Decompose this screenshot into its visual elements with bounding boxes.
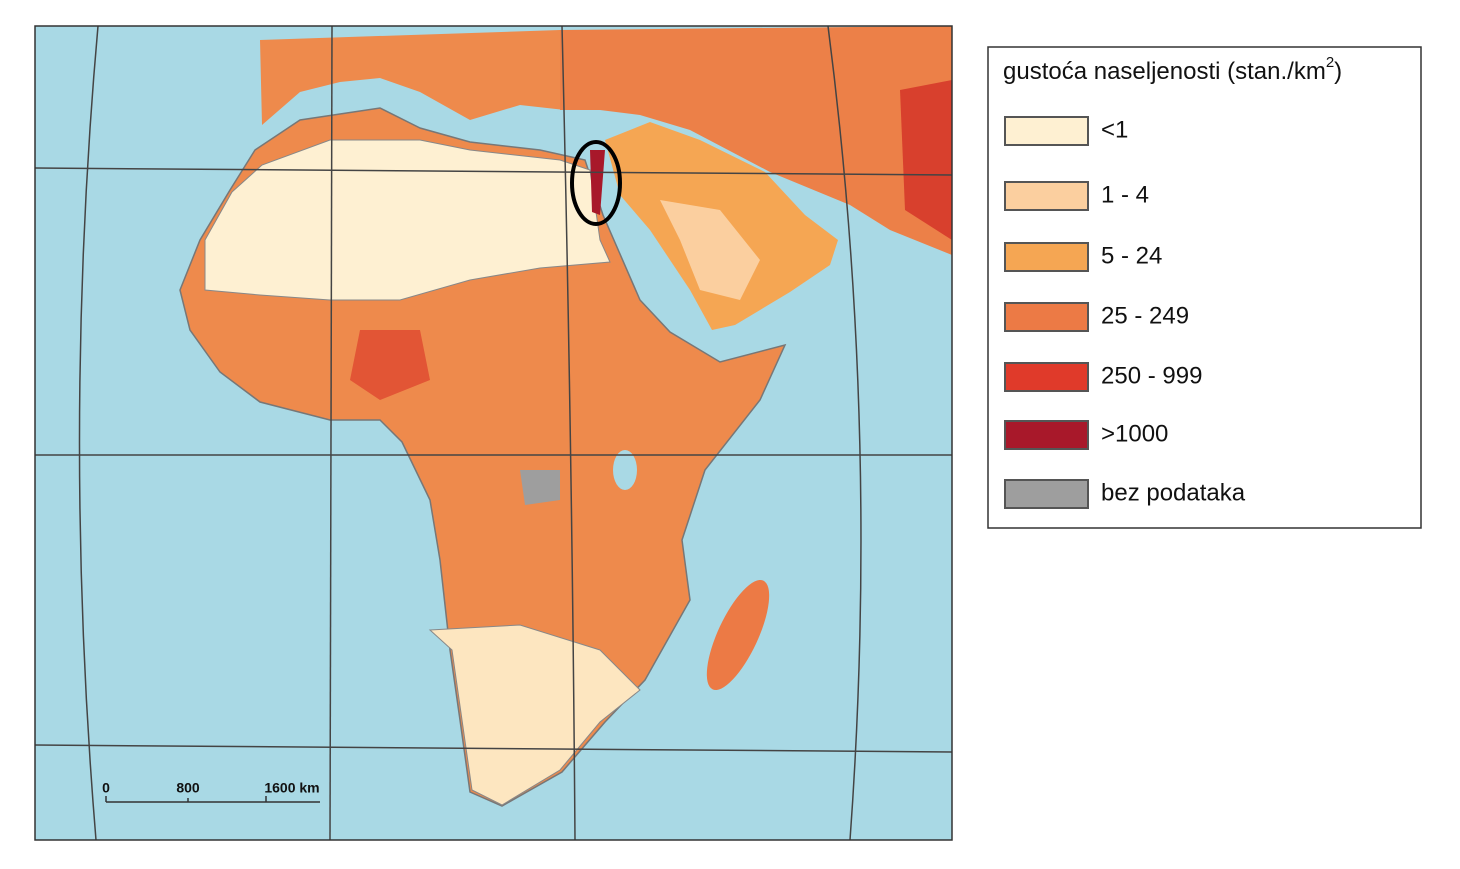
legend-swatch [1004, 116, 1089, 146]
no-data [520, 470, 560, 505]
lake-victoria [613, 450, 637, 490]
legend-swatch [1004, 362, 1089, 392]
legend-label: <1 [1101, 116, 1128, 143]
madagascar [706, 579, 770, 691]
scale-bar [105, 796, 320, 803]
legend-label: 5 - 24 [1101, 242, 1162, 269]
graticule [35, 26, 952, 840]
nile [590, 150, 605, 215]
map-frame [34, 25, 953, 841]
legend-title-text: gustoća naseljenosti (stan./km [1003, 58, 1326, 85]
legend-swatch [1004, 420, 1089, 450]
legend-swatch [1004, 479, 1089, 509]
highlight-ellipse [570, 140, 622, 226]
legend-title-end: ) [1334, 58, 1342, 85]
map: 0 800 1600 km [35, 26, 952, 840]
legend-label: 25 - 249 [1101, 302, 1189, 329]
scale-label: 800 [176, 780, 200, 796]
asia [560, 26, 952, 255]
legend-title: gustoća naseljenosti (stan./km2) [1003, 54, 1342, 85]
nigeria-dense [350, 330, 430, 400]
legend-swatch [1004, 181, 1089, 211]
sahara [204, 139, 611, 301]
legend-items: <1 1 - 4 5 - 24 25 - 249 250 - 999 >1000 bez p… [1004, 116, 1246, 509]
legend-label: 250 - 999 [1101, 362, 1202, 389]
legend-swatch [1004, 302, 1089, 332]
scale-label: 0 [102, 780, 110, 796]
legend-label: 1 - 4 [1101, 181, 1149, 208]
europe [260, 30, 565, 125]
legend-title-sup: 2 [1326, 54, 1334, 71]
arabia-sparse [660, 200, 760, 300]
legend-label: >1000 [1101, 420, 1168, 447]
india-dense [900, 80, 952, 240]
legend-swatch [1004, 242, 1089, 272]
legend-label: bez podataka [1101, 479, 1246, 506]
scale-label: 1600 km [264, 780, 319, 796]
